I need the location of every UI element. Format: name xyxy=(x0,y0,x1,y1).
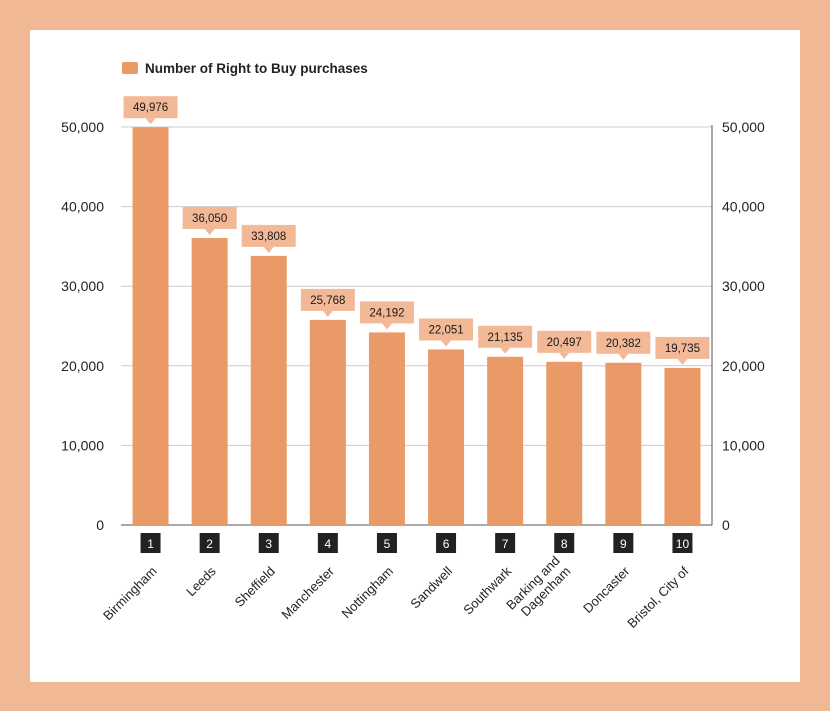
bar xyxy=(132,127,169,525)
category-label-group: Manchester xyxy=(278,563,337,622)
data-label-box xyxy=(537,330,592,353)
category-label: Leeds xyxy=(183,563,219,599)
rank-badge xyxy=(258,533,279,553)
y-tick-label-left: 30,000 xyxy=(61,278,104,294)
rank-number: 3 xyxy=(265,537,272,551)
bar xyxy=(664,367,701,525)
rank-number: 9 xyxy=(620,537,627,551)
data-label: 21,135 xyxy=(488,332,523,344)
rank-badge xyxy=(376,533,397,553)
data-label: 49,976 xyxy=(133,102,168,114)
bar xyxy=(250,255,287,526)
rank-badge xyxy=(495,533,516,553)
y-tick-label-right: 30,000 xyxy=(722,278,765,294)
bar xyxy=(309,319,346,525)
rank-badge xyxy=(199,533,220,553)
rank-badge xyxy=(317,533,338,553)
data-label-pointer xyxy=(500,347,511,354)
rank-number: 6 xyxy=(443,537,450,551)
data-label-pointer xyxy=(322,310,333,317)
category-label-group: Nottingham xyxy=(338,564,396,622)
y-tick-label-right: 0 xyxy=(722,517,730,533)
category-label: Southwark xyxy=(460,563,514,617)
bar xyxy=(487,356,524,525)
category-label-group: Sandwell xyxy=(407,563,455,611)
bar xyxy=(546,361,583,525)
category-label-group: Doncaster xyxy=(580,563,633,616)
y-tick-label-left: 40,000 xyxy=(61,199,104,215)
category-label: Doncaster xyxy=(580,563,633,616)
category-label-group: Bristol, City of xyxy=(624,563,692,631)
data-label: 19,735 xyxy=(665,343,700,355)
category-label: Sheffield xyxy=(232,564,278,610)
data-label-pointer xyxy=(145,118,156,125)
rank-number: 8 xyxy=(561,537,568,551)
data-label-box xyxy=(655,336,710,359)
rank-number: 7 xyxy=(502,537,509,551)
rank-number: 1 xyxy=(147,537,154,551)
y-tick-label-right: 50,000 xyxy=(722,119,765,135)
data-label: 33,808 xyxy=(251,231,286,243)
data-label: 36,050 xyxy=(192,213,227,225)
category-label-group: Birmingham xyxy=(100,564,160,624)
bar xyxy=(428,349,465,525)
y-tick-label-left: 10,000 xyxy=(61,437,104,453)
category-label: Sandwell xyxy=(407,563,455,611)
category-label: Birmingham xyxy=(100,564,160,624)
rank-badge xyxy=(436,533,457,553)
category-label-group: Southwark xyxy=(460,563,514,617)
rank-badge xyxy=(554,533,575,553)
data-label-pointer xyxy=(263,246,274,253)
data-label-pointer xyxy=(381,323,392,330)
data-label-box xyxy=(419,318,474,341)
category-label-group: Sheffield xyxy=(232,564,278,610)
bar xyxy=(605,362,642,525)
rank-number: 5 xyxy=(384,537,391,551)
y-tick-label-left: 50,000 xyxy=(61,119,104,135)
data-label-box xyxy=(182,207,237,230)
data-label: 20,497 xyxy=(547,337,582,349)
data-label-pointer xyxy=(204,229,215,236)
legend-label: Number of Right to Buy purchases xyxy=(145,61,368,76)
data-label: 24,192 xyxy=(369,307,404,319)
bar xyxy=(191,238,228,526)
data-label-box xyxy=(300,288,355,311)
y-tick-label-right: 10,000 xyxy=(722,437,765,453)
rank-badge xyxy=(613,533,634,553)
data-label-pointer xyxy=(559,352,570,359)
legend-swatch xyxy=(122,62,138,74)
data-label-box xyxy=(596,331,651,354)
y-tick-label-right: 20,000 xyxy=(722,358,765,374)
data-label-pointer xyxy=(441,340,452,347)
data-label-box xyxy=(359,301,414,324)
rank-badge xyxy=(140,533,161,553)
rank-number: 10 xyxy=(676,537,690,551)
y-tick-label-left: 20,000 xyxy=(61,358,104,374)
data-label-pointer xyxy=(677,358,688,365)
data-label: 25,768 xyxy=(310,295,345,307)
rank-badge xyxy=(672,533,693,553)
bar xyxy=(368,332,405,525)
data-label-box xyxy=(123,96,178,119)
category-label-group: Leeds xyxy=(183,563,219,599)
data-label: 20,382 xyxy=(606,338,641,350)
data-label-box xyxy=(478,325,533,348)
category-label: Manchester xyxy=(278,563,337,622)
category-label: Bristol, City of xyxy=(624,563,692,631)
data-label-box xyxy=(241,224,296,247)
y-tick-label-right: 40,000 xyxy=(722,199,765,215)
y-tick-label-left: 0 xyxy=(96,517,104,533)
rank-number: 4 xyxy=(325,537,332,551)
data-label-pointer xyxy=(618,353,629,360)
rank-number: 2 xyxy=(206,537,213,551)
category-label: Nottingham xyxy=(338,564,396,622)
data-label: 22,051 xyxy=(428,324,463,336)
